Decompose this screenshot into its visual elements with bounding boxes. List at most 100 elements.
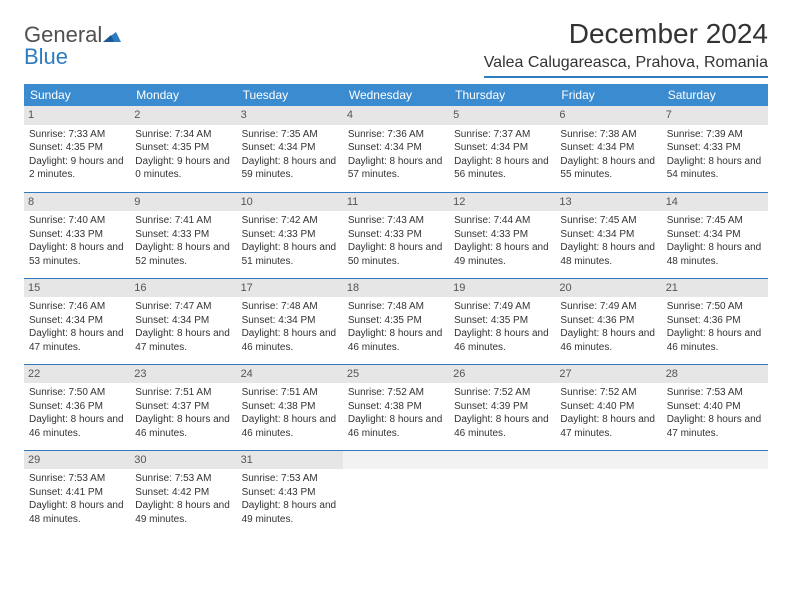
day-number: 22: [24, 365, 130, 384]
calendar-day-cell: 26Sunrise: 7:52 AMSunset: 4:39 PMDayligh…: [449, 364, 555, 450]
day-number: 10: [237, 193, 343, 212]
sunset-line: Sunset: 4:34 PM: [667, 228, 763, 242]
location-text: Valea Calugareasca, Prahova, Romania: [484, 54, 768, 71]
sunrise-line: Sunrise: 7:42 AM: [242, 214, 338, 228]
sunset-line: Sunset: 4:34 PM: [348, 141, 444, 155]
day-number: 5: [449, 106, 555, 125]
sunrise-line: Sunrise: 7:49 AM: [560, 300, 656, 314]
sunset-line: Sunset: 4:34 PM: [29, 314, 125, 328]
daylight-line: Daylight: 8 hours and 46 minutes.: [667, 327, 763, 354]
day-number-empty: [555, 451, 661, 470]
day-number: 4: [343, 106, 449, 125]
calendar-day-cell: 9Sunrise: 7:41 AMSunset: 4:33 PMDaylight…: [130, 192, 236, 278]
calendar-day-cell: 3Sunrise: 7:35 AMSunset: 4:34 PMDaylight…: [237, 106, 343, 192]
calendar-day-cell: 25Sunrise: 7:52 AMSunset: 4:38 PMDayligh…: [343, 364, 449, 450]
weekday-header-row: Sunday Monday Tuesday Wednesday Thursday…: [24, 84, 768, 106]
sunrise-line: Sunrise: 7:37 AM: [454, 128, 550, 142]
daylight-line: Daylight: 8 hours and 54 minutes.: [667, 155, 763, 182]
sunrise-line: Sunrise: 7:40 AM: [29, 214, 125, 228]
sunset-line: Sunset: 4:36 PM: [560, 314, 656, 328]
sunrise-line: Sunrise: 7:53 AM: [29, 472, 125, 486]
sunrise-line: Sunrise: 7:49 AM: [454, 300, 550, 314]
daylight-line: Daylight: 8 hours and 49 minutes.: [135, 499, 231, 526]
sunrise-line: Sunrise: 7:45 AM: [667, 214, 763, 228]
calendar-day-cell: 1Sunrise: 7:33 AMSunset: 4:35 PMDaylight…: [24, 106, 130, 192]
weekday-header: Sunday: [24, 84, 130, 106]
calendar-day-cell: 31 Sunrise: 7:53 AMSunset: 4:43 PMDayligh…: [237, 450, 343, 536]
daylight-line: Daylight: 8 hours and 49 minutes.: [242, 499, 338, 526]
daylight-line: Daylight: 8 hours and 56 minutes.: [454, 155, 550, 182]
sunset-line: Sunset: 4:34 PM: [135, 314, 231, 328]
sunrise-line: Sunrise: 7:53 AM: [135, 472, 231, 486]
sunset-line: Sunset: 4:38 PM: [348, 400, 444, 414]
page-title: December 2024: [484, 18, 768, 50]
weekday-header: Friday: [555, 84, 661, 106]
calendar-day-cell: 7Sunrise: 7:39 AMSunset: 4:33 PMDaylight…: [662, 106, 768, 192]
calendar-day-cell: 14Sunrise: 7:45 AMSunset: 4:34 PMDayligh…: [662, 192, 768, 278]
sunrise-line: Sunrise: 7:52 AM: [560, 386, 656, 400]
sunrise-line: Sunrise: 7:43 AM: [348, 214, 444, 228]
calendar-day-cell: 18Sunrise: 7:48 AMSunset: 4:35 PMDayligh…: [343, 278, 449, 364]
calendar-day-cell: 4Sunrise: 7:36 AMSunset: 4:34 PMDaylight…: [343, 106, 449, 192]
sunset-line: Sunset: 4:35 PM: [29, 141, 125, 155]
sunset-line: Sunset: 4:43 PM: [242, 486, 338, 500]
daylight-line: Daylight: 8 hours and 46 minutes.: [242, 413, 338, 440]
calendar-day-cell: 24Sunrise: 7:51 AMSunset: 4:38 PMDayligh…: [237, 364, 343, 450]
sunset-line: Sunset: 4:33 PM: [29, 228, 125, 242]
calendar-week-row: 15Sunrise: 7:46 AMSunset: 4:34 PMDayligh…: [24, 278, 768, 364]
day-number: 11: [343, 193, 449, 212]
day-number: 25: [343, 365, 449, 384]
calendar-day-cell: [449, 450, 555, 536]
day-number: 26: [449, 365, 555, 384]
day-number: 7: [662, 106, 768, 125]
calendar-day-cell: [555, 450, 661, 536]
calendar-week-row: 22Sunrise: 7:50 AMSunset: 4:36 PMDayligh…: [24, 364, 768, 450]
header: General Blue December 2024 Valea Calugar…: [24, 18, 768, 78]
sunset-line: Sunset: 4:36 PM: [29, 400, 125, 414]
sunset-line: Sunset: 4:33 PM: [135, 228, 231, 242]
sunrise-line: Sunrise: 7:36 AM: [348, 128, 444, 142]
calendar-day-cell: 20Sunrise: 7:49 AMSunset: 4:36 PMDayligh…: [555, 278, 661, 364]
daylight-line: Daylight: 8 hours and 48 minutes.: [29, 499, 125, 526]
daylight-line: Daylight: 8 hours and 50 minutes.: [348, 241, 444, 268]
sunrise-line: Sunrise: 7:51 AM: [135, 386, 231, 400]
calendar-day-cell: 21Sunrise: 7:50 AMSunset: 4:36 PMDayligh…: [662, 278, 768, 364]
logo-word-blue: Blue: [24, 44, 68, 69]
sunrise-line: Sunrise: 7:38 AM: [560, 128, 656, 142]
day-number: 23: [130, 365, 236, 384]
sunset-line: Sunset: 4:39 PM: [454, 400, 550, 414]
calendar-day-cell: 10Sunrise: 7:42 AMSunset: 4:33 PMDayligh…: [237, 192, 343, 278]
sunrise-line: Sunrise: 7:52 AM: [454, 386, 550, 400]
daylight-line: Daylight: 8 hours and 46 minutes.: [29, 413, 125, 440]
day-number: 16: [130, 279, 236, 298]
day-number: 6: [555, 106, 661, 125]
day-number: 9: [130, 193, 236, 212]
day-number: 2: [130, 106, 236, 125]
sunset-line: Sunset: 4:38 PM: [242, 400, 338, 414]
sunrise-line: Sunrise: 7:47 AM: [135, 300, 231, 314]
calendar-day-cell: 15Sunrise: 7:46 AMSunset: 4:34 PMDayligh…: [24, 278, 130, 364]
calendar-day-cell: 30Sunrise: 7:53 AMSunset: 4:42 PMDayligh…: [130, 450, 236, 536]
day-number: 14: [662, 193, 768, 212]
day-number: 20: [555, 279, 661, 298]
calendar-day-cell: 23Sunrise: 7:51 AMSunset: 4:37 PMDayligh…: [130, 364, 236, 450]
calendar-day-cell: 29Sunrise: 7:53 AMSunset: 4:41 PMDayligh…: [24, 450, 130, 536]
day-number: 31: [237, 451, 343, 470]
sunset-line: Sunset: 4:36 PM: [667, 314, 763, 328]
calendar-week-row: 1Sunrise: 7:33 AMSunset: 4:35 PMDaylight…: [24, 106, 768, 192]
calendar-day-cell: [662, 450, 768, 536]
sunset-line: Sunset: 4:33 PM: [348, 228, 444, 242]
daylight-line: Daylight: 9 hours and 0 minutes.: [135, 155, 231, 182]
weekday-header: Saturday: [662, 84, 768, 106]
daylight-line: Daylight: 8 hours and 52 minutes.: [135, 241, 231, 268]
calendar-day-cell: 2Sunrise: 7:34 AMSunset: 4:35 PMDaylight…: [130, 106, 236, 192]
sunrise-line: Sunrise: 7:53 AM: [667, 386, 763, 400]
sunrise-line: Sunrise: 7:51 AM: [242, 386, 338, 400]
sunset-line: Sunset: 4:35 PM: [348, 314, 444, 328]
calendar-day-cell: [343, 450, 449, 536]
daylight-line: Daylight: 8 hours and 59 minutes.: [242, 155, 338, 182]
day-number: 3: [237, 106, 343, 125]
sunrise-line: Sunrise: 7:53 AM: [242, 472, 338, 486]
title-block: December 2024 Valea Calugareasca, Prahov…: [484, 18, 768, 78]
day-number: 8: [24, 193, 130, 212]
